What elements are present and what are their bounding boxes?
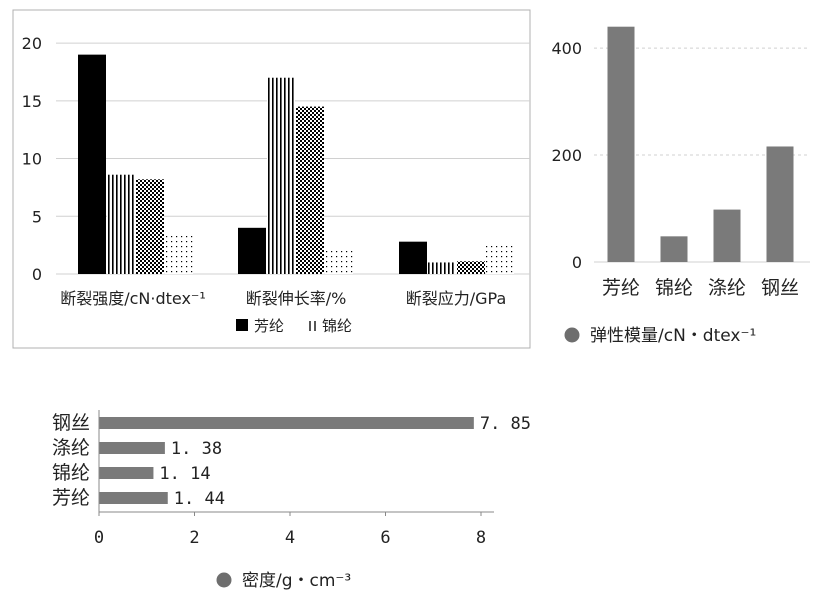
bar (165, 233, 193, 274)
bar (486, 242, 514, 274)
legend-label-modulus: 弹性模量/cN・dtex⁻¹ (590, 326, 756, 346)
data-label: 1. 38 (171, 439, 222, 459)
y-tick-label: 200 (551, 146, 582, 165)
x-tick-label: 0 (94, 528, 104, 548)
category-label: 芳纶 (52, 487, 90, 509)
mechanical-properties-chart: 0 5 10 15 20 断裂强度/cN·dtex⁻¹ 断裂伸长率/% 断裂应力/GPa 芳… (12, 9, 531, 349)
category-label: 断裂应力/GPa (406, 289, 507, 308)
legend-label-2: 锦纶 (322, 317, 352, 335)
bar (99, 467, 154, 479)
bar (660, 236, 688, 262)
data-label: 7. 85 (480, 414, 531, 434)
data-label: 1. 44 (174, 489, 225, 509)
chart1-legend: 芳纶 锦纶 (236, 317, 352, 335)
y-tick-label: 20 (22, 34, 42, 53)
category-label: 断裂伸长率/% (246, 289, 347, 308)
x-tick-label: 2 (189, 528, 199, 548)
category-label: 锦纶 (655, 277, 693, 299)
bar (428, 262, 456, 274)
bar (325, 250, 353, 274)
y-tick-label: 5 (32, 207, 42, 226)
legend-marker-modulus (564, 327, 580, 343)
bar (267, 77, 295, 275)
category-label: 芳纶 (602, 277, 640, 299)
bar (238, 227, 266, 274)
bar (99, 492, 168, 504)
y-tick-label: 10 (22, 150, 42, 169)
x-tick-label: 4 (285, 528, 295, 548)
legend-swatch-lines-a (309, 321, 311, 331)
data-label: 1. 14 (159, 464, 210, 484)
legend-marker-density (216, 572, 232, 588)
bar (713, 209, 741, 262)
bar (99, 417, 474, 429)
bar (399, 241, 427, 274)
category-label: 断裂强度/cN·dtex⁻¹ (60, 289, 206, 308)
category-label: 钢丝 (52, 412, 90, 434)
bar (78, 54, 106, 274)
legend-label-1: 芳纶 (254, 317, 284, 335)
bar (607, 26, 635, 263)
bar (766, 146, 794, 262)
y-tick-label: 15 (22, 92, 42, 111)
y-tick-label: 400 (551, 39, 582, 58)
bar (99, 442, 165, 454)
legend-label-density: 密度/g・cm⁻³ (242, 571, 351, 591)
y-tick-label: 0 (32, 265, 42, 284)
elastic-modulus-chart: 0 200 400 芳纶 锦纶 涤纶 钢丝 弹性模量/cN・dtex⁻¹ (551, 26, 810, 346)
y-tick-label: 0 (572, 253, 582, 272)
category-label: 锦纶 (52, 462, 90, 484)
bar (136, 179, 164, 274)
legend-swatch-lines-b (314, 321, 316, 331)
bar (296, 106, 324, 274)
x-tick-label: 8 (476, 528, 486, 548)
x-tick-label: 6 (380, 528, 390, 548)
bar (457, 261, 485, 274)
category-label: 涤纶 (708, 277, 746, 299)
category-label: 涤纶 (52, 437, 90, 459)
legend-swatch-solid (236, 319, 248, 331)
bar (107, 174, 135, 274)
category-label: 钢丝 (761, 277, 799, 299)
